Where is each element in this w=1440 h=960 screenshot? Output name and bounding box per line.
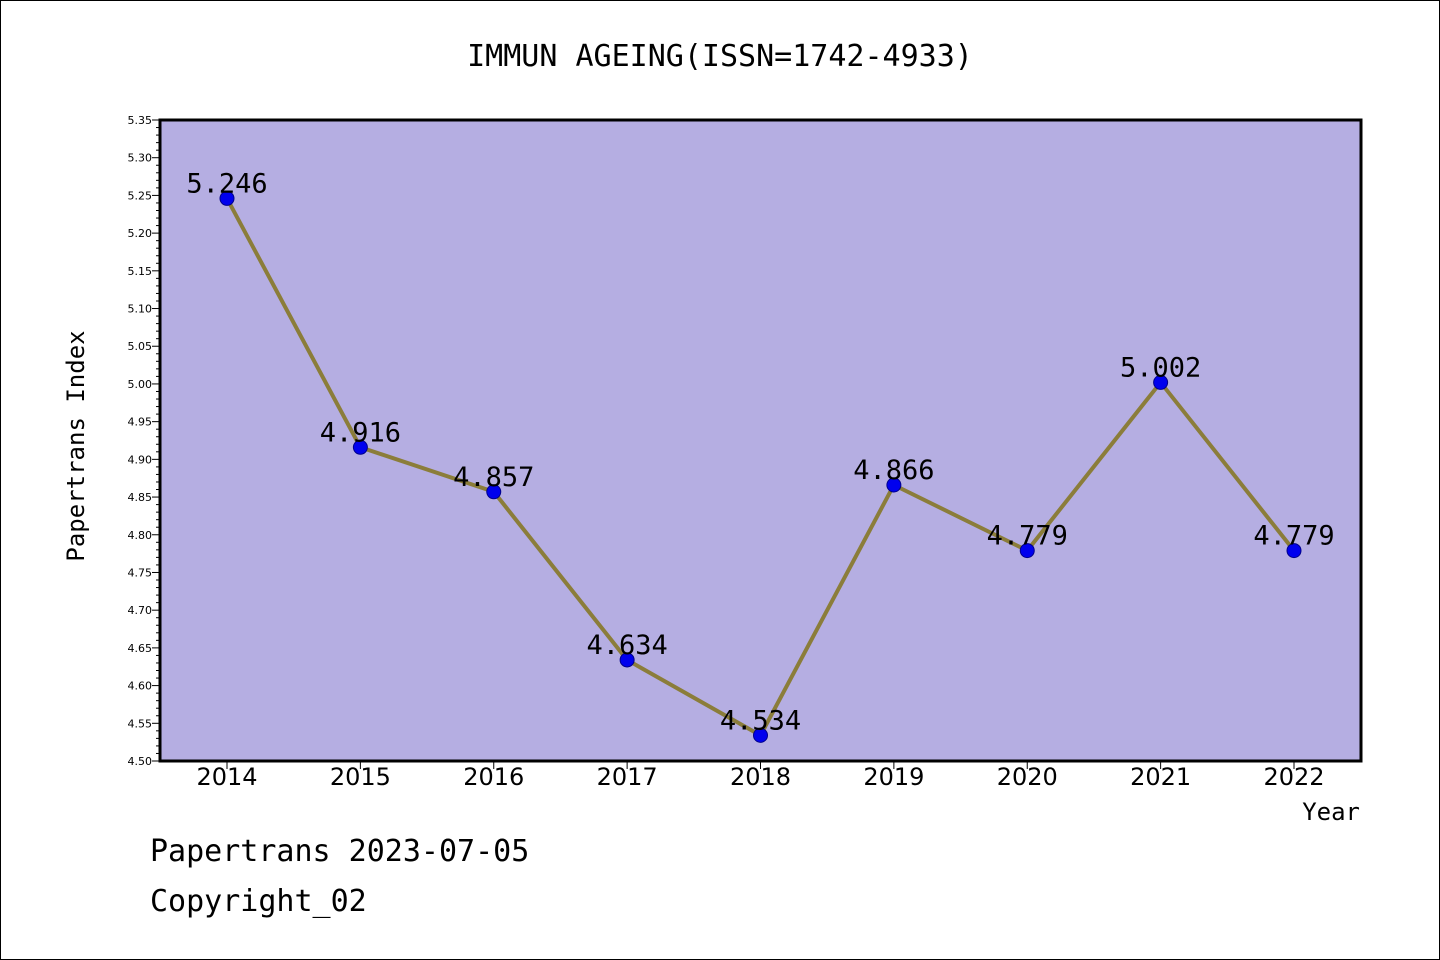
data-point-2016: [486, 484, 502, 500]
y-tick-label: 5.25: [128, 189, 153, 202]
data-label-2018: 4.534: [720, 705, 801, 736]
y-tick-label: 5.00: [128, 378, 153, 391]
footer-copyright: Copyright_02: [150, 884, 367, 919]
y-tick-label: 4.80: [128, 529, 153, 542]
data-label-2021: 5.002: [1120, 352, 1201, 383]
y-tick-label: 4.85: [128, 491, 153, 504]
footer-date: Papertrans 2023-07-05: [150, 834, 530, 869]
x-tick-label-2014: 2014: [196, 763, 257, 791]
y-tick-label: 5.35: [128, 114, 153, 127]
data-label-2016: 4.857: [453, 462, 534, 493]
y-tick-label: 4.70: [128, 604, 153, 617]
data-label-2020: 4.779: [987, 521, 1068, 552]
data-point-2017: [619, 652, 635, 668]
chart-title: IMMUN AGEING(ISSN=1742-4933): [467, 39, 973, 74]
x-tick-label-2021: 2021: [1130, 763, 1191, 791]
x-tick-label-2016: 2016: [463, 763, 524, 791]
x-tick-label-2015: 2015: [330, 763, 391, 791]
x-axis-ticks: 2014 2015 2016 2017 2018 2019 2020 2021 2022: [196, 761, 1325, 791]
x-axis-label: Year: [1302, 798, 1360, 826]
data-label-2017: 4.634: [586, 630, 667, 661]
y-tick-label: 5.10: [128, 303, 153, 316]
series-group: 5.246 4.916 4.857 4.634 4.534 4.866 4.779 5.002…: [186, 168, 1335, 743]
y-tick-label: 4.60: [128, 680, 153, 693]
data-label-2022: 4.779: [1253, 521, 1334, 552]
y-tick-label: 4.95: [128, 416, 153, 429]
y-tick-label: 4.75: [128, 566, 153, 579]
y-tick-label: 4.50: [128, 755, 153, 768]
data-label-2019: 4.866: [853, 455, 934, 486]
y-tick-label: 4.55: [128, 717, 153, 730]
x-tick-label-2019: 2019: [863, 763, 924, 791]
y-axis-label: Papertrans Index: [62, 330, 90, 561]
x-tick-label-2018: 2018: [730, 763, 791, 791]
y-tick-label: 5.30: [128, 152, 153, 165]
y-axis-ticks: 4.50 4.55 4.60 4.65 4.70 4.75 4.80 4.85 4.90 4.95…: [128, 114, 160, 768]
data-point-2014: [219, 190, 235, 206]
data-point-2021: [1153, 374, 1169, 390]
data-point-2015: [352, 439, 368, 455]
y-tick-label: 5.05: [128, 340, 153, 353]
x-tick-label-2017: 2017: [597, 763, 658, 791]
x-tick-label-2022: 2022: [1263, 763, 1324, 791]
data-point-2019: [886, 477, 902, 493]
y-tick-label: 5.15: [128, 265, 153, 278]
data-point-2018: [753, 727, 768, 743]
data-label-2014: 5.246: [186, 168, 267, 199]
data-point-2020: [1019, 543, 1035, 559]
y-tick-label: 5.20: [128, 227, 153, 240]
y-tick-label: 4.65: [128, 642, 153, 655]
data-label-2015: 4.916: [320, 417, 401, 448]
x-tick-label-2020: 2020: [997, 763, 1058, 791]
data-point-2022: [1286, 543, 1302, 559]
y-tick-label: 4.90: [128, 453, 153, 466]
